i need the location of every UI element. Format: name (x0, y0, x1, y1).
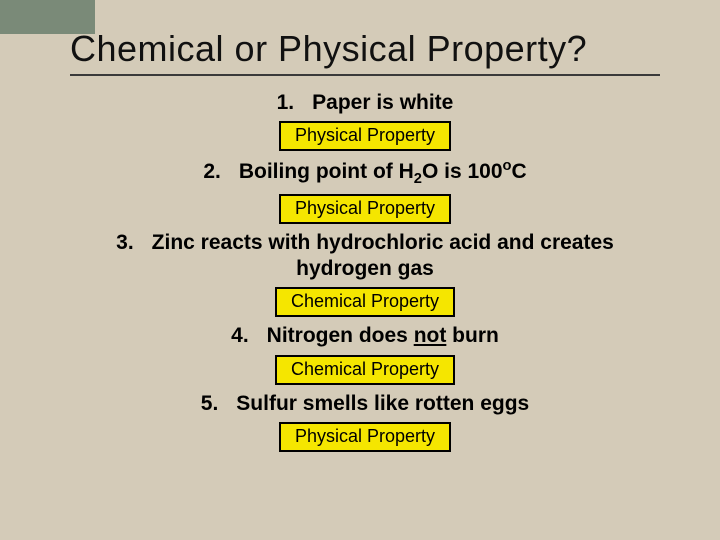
question-body: Boiling point of H2O is 100oC (239, 160, 527, 183)
answer-badge: Physical Property (279, 121, 451, 151)
question-item: 5. Sulfur smells like rotten eggs Physica… (70, 391, 660, 452)
question-number: 3. (116, 231, 134, 254)
question-text: 4. Nitrogen does not burn (231, 323, 499, 349)
question-number: 1. (277, 91, 295, 114)
answer-badge: Chemical Property (275, 287, 455, 317)
question-text: 2. Boiling point of H2O is 100oC (203, 157, 526, 189)
answer-badge: Physical Property (279, 194, 451, 224)
question-body: Paper is white (312, 91, 453, 114)
question-item: 3. Zinc reacts with hydrochloric acid and… (70, 230, 660, 318)
question-text: 1. Paper is white (277, 90, 454, 116)
question-item: 2. Boiling point of H2O is 100oC Physical… (70, 157, 660, 224)
slide-title: Chemical or Physical Property? (70, 28, 660, 70)
question-text: 5. Sulfur smells like rotten eggs (201, 391, 529, 417)
question-item: 4. Nitrogen does not burn Chemical Proper… (70, 323, 660, 384)
slide: Chemical or Physical Property? 1. Paper i… (0, 0, 720, 478)
answer-badge: Physical Property (279, 422, 451, 452)
title-rule (70, 74, 660, 76)
question-number: 5. (201, 392, 219, 415)
answer-badge: Chemical Property (275, 355, 455, 385)
question-number: 2. (203, 160, 221, 183)
question-body: Zinc reacts with hydrochloric acid and c… (152, 231, 614, 280)
corner-stripe (0, 0, 95, 34)
question-body: Sulfur smells like rotten eggs (236, 392, 529, 415)
question-item: 1. Paper is white Physical Property (70, 90, 660, 151)
question-text: 3. Zinc reacts with hydrochloric acid and… (70, 230, 660, 283)
question-body: Nitrogen does not burn (267, 324, 499, 347)
question-number: 4. (231, 324, 249, 347)
